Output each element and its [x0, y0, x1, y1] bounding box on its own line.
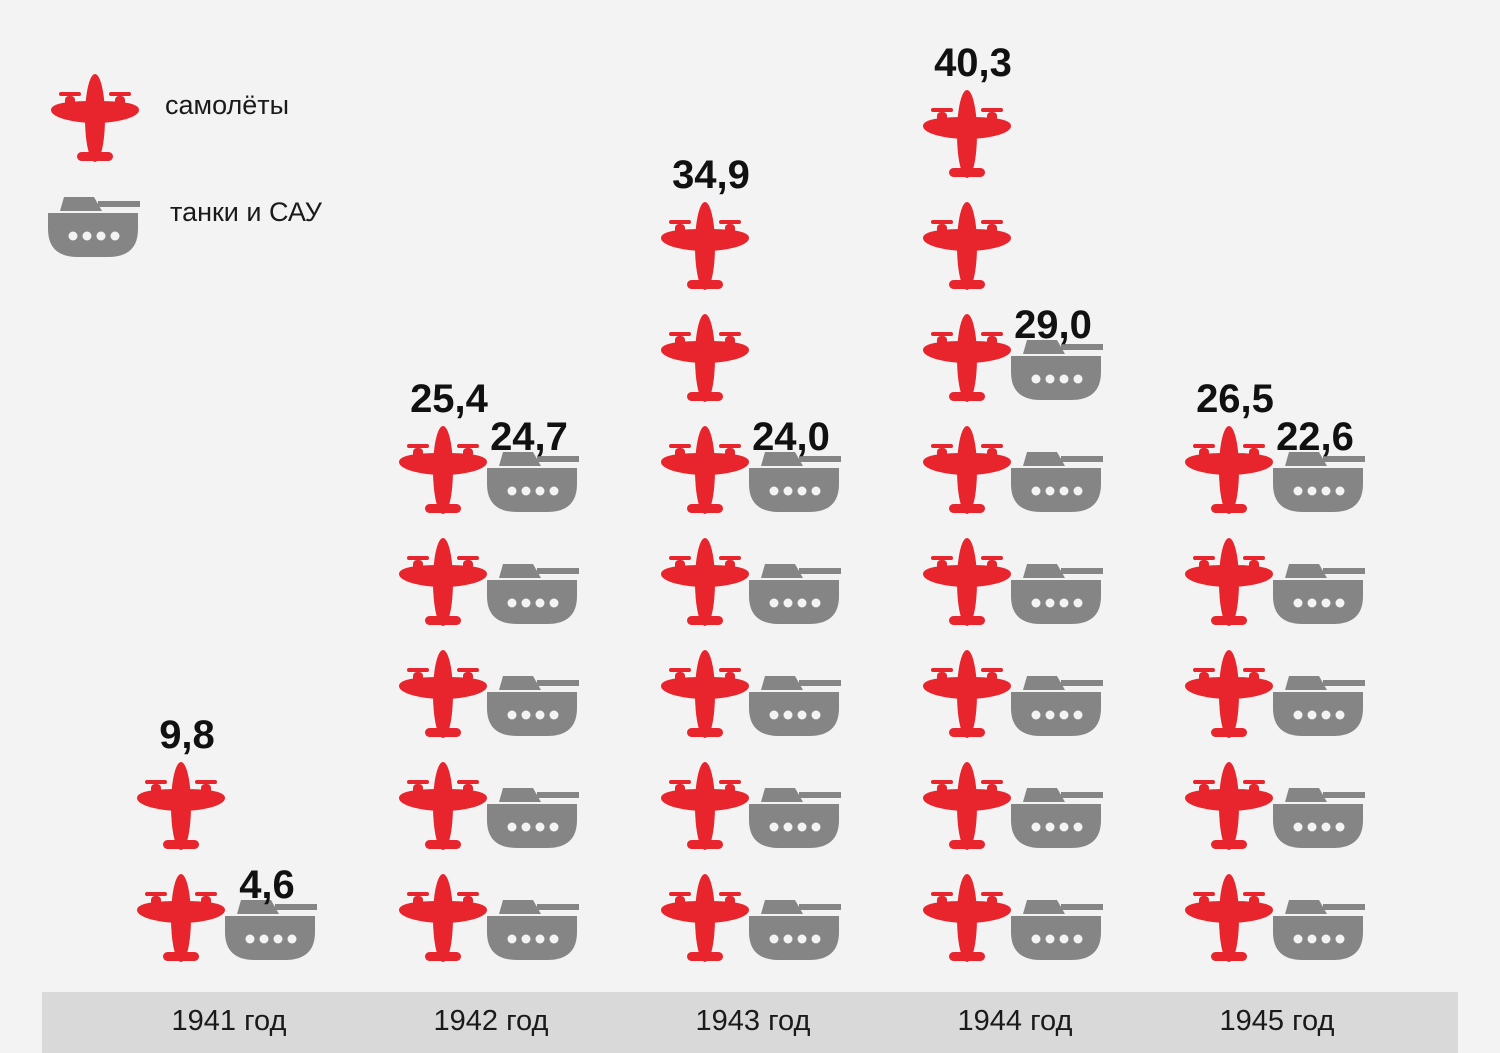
plane-icon: [923, 314, 1011, 402]
tank-icon: [749, 676, 841, 736]
plane-icon: [399, 874, 487, 962]
tank-value-label: 22,6: [1276, 415, 1354, 459]
tank-icon: [1011, 452, 1103, 512]
tank-icon: [487, 900, 579, 960]
tank-icon: [1011, 564, 1103, 624]
year-label: 1942 год: [434, 1005, 549, 1037]
tank-icon: [749, 564, 841, 624]
plane-icon: [399, 538, 487, 626]
plane-icon: [137, 874, 225, 962]
tank-value-label: 24,0: [752, 415, 830, 459]
tank-icon: [1011, 340, 1103, 400]
plane-icon: [661, 538, 749, 626]
legend: самолёты танки и САУ: [48, 74, 323, 257]
tank-icon: [1273, 900, 1365, 960]
plane-value-label: 9,8: [159, 713, 215, 757]
plane-icon: [923, 874, 1011, 962]
tank-icon: [487, 676, 579, 736]
tank-icon: [487, 452, 579, 512]
plane-value-label: 40,3: [934, 41, 1012, 85]
tank-icon: [487, 788, 579, 848]
plane-icon: [661, 426, 749, 514]
plane-icon: [661, 314, 749, 402]
tank-icon: [749, 900, 841, 960]
tank-icon: [1273, 676, 1365, 736]
legend-label-planes: самолёты: [165, 90, 289, 120]
plane-value-label: 34,9: [672, 153, 750, 197]
year-label: 1944 год: [958, 1005, 1073, 1037]
tank-value-label: 29,0: [1014, 303, 1092, 347]
legend-tank-icon: [48, 197, 140, 257]
plane-icon: [923, 202, 1011, 290]
plane-icon: [923, 538, 1011, 626]
legend-label-tanks: танки и САУ: [170, 197, 323, 227]
tank-icon: [749, 788, 841, 848]
tank-icon: [1273, 452, 1365, 512]
tank-icon: [225, 900, 317, 960]
plane-icon: [1185, 538, 1273, 626]
plane-icon: [1185, 650, 1273, 738]
plane-icon: [1185, 426, 1273, 514]
plane-icon: [923, 90, 1011, 178]
tank-value-label: 4,6: [239, 863, 295, 907]
year-label: 1945 год: [1220, 1005, 1335, 1037]
plane-icon: [923, 650, 1011, 738]
legend-plane-icon: [51, 74, 139, 162]
tank-value-label: 24,7: [490, 415, 568, 459]
plane-icon: [399, 650, 487, 738]
plane-icon: [399, 762, 487, 850]
plane-icon: [1185, 874, 1273, 962]
chart-marks: 9,8 4,6 1941 год 25,424,7 1942 год 34,9 24,0 19…: [137, 41, 1365, 1037]
plane-icon: [923, 426, 1011, 514]
plane-value-label: 25,4: [410, 377, 489, 421]
tank-icon: [1273, 788, 1365, 848]
tank-icon: [1011, 676, 1103, 736]
year-band: [42, 992, 1458, 1053]
tank-icon: [749, 452, 841, 512]
year-label: 1941 год: [172, 1005, 287, 1037]
plane-icon: [661, 874, 749, 962]
tank-icon: [1011, 900, 1103, 960]
plane-icon: [1185, 762, 1273, 850]
plane-value-label: 26,5: [1196, 377, 1274, 421]
plane-icon: [661, 202, 749, 290]
tank-icon: [487, 564, 579, 624]
year-label: 1943 год: [696, 1005, 811, 1037]
tank-icon: [1273, 564, 1365, 624]
plane-icon: [661, 762, 749, 850]
plane-icon: [399, 426, 487, 514]
tank-icon: [1011, 788, 1103, 848]
plane-icon: [137, 762, 225, 850]
plane-icon: [923, 762, 1011, 850]
plane-icon: [661, 650, 749, 738]
